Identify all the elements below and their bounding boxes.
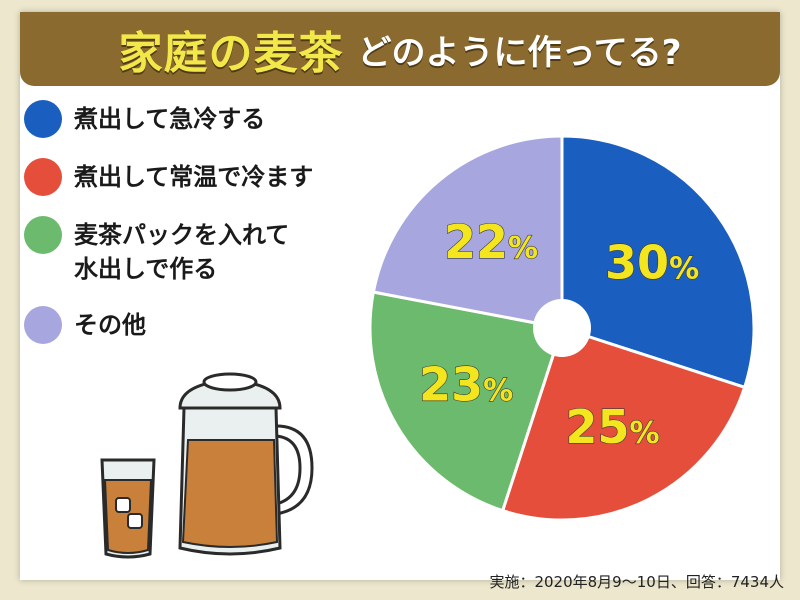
pie-slice-3	[368, 290, 564, 513]
legend-label: その他	[74, 311, 146, 339]
title-banner: 家庭の麦茶 どのように作ってる?	[20, 12, 780, 86]
legend-swatch	[24, 100, 62, 138]
legend-item-other: その他	[24, 306, 354, 344]
legend-item-cold-brew-pack: 麦茶パックを入れて 水出しで作る	[24, 216, 354, 286]
pie-slice-4	[371, 134, 564, 330]
legend-item-boil-room-temp: 煮出して常温で冷ます	[24, 158, 354, 196]
pie-slice-2	[500, 326, 747, 522]
legend-label: 煮出して急冷する	[74, 105, 266, 133]
legend-swatch	[24, 158, 62, 196]
pie-center-hole	[533, 299, 591, 357]
pie-data-label: 30%	[605, 236, 699, 290]
chart-title-sub: どのように作ってる?	[357, 32, 682, 73]
legend-swatch	[24, 306, 62, 344]
pie-data-label: 25%	[566, 400, 660, 454]
survey-footnote: 実施：2020年8月9～10日、回答：7434人	[489, 573, 784, 591]
pie-data-label: 22%	[444, 215, 538, 269]
chart-title-main: 家庭の麦茶	[118, 28, 344, 79]
legend-swatch	[24, 216, 62, 254]
pie-slices	[368, 134, 756, 522]
legend-item-boil-rapid-cool: 煮出して急冷する	[24, 100, 354, 138]
pie-labels: 30% 25% 23% 22%	[419, 215, 700, 455]
chart-legend: 煮出して急冷する 煮出して常温で冷ます 麦茶パックを入れて 水出しで作る その他	[24, 100, 354, 364]
legend-label: 煮出して常温で冷ます	[74, 163, 314, 191]
legend-label: 麦茶パックを入れて 水出しで作る	[74, 221, 290, 283]
barley-tea-pitcher-and-glass-icon	[100, 372, 314, 559]
pie-data-label: 23%	[419, 358, 513, 412]
pie-slice-1	[560, 134, 756, 390]
